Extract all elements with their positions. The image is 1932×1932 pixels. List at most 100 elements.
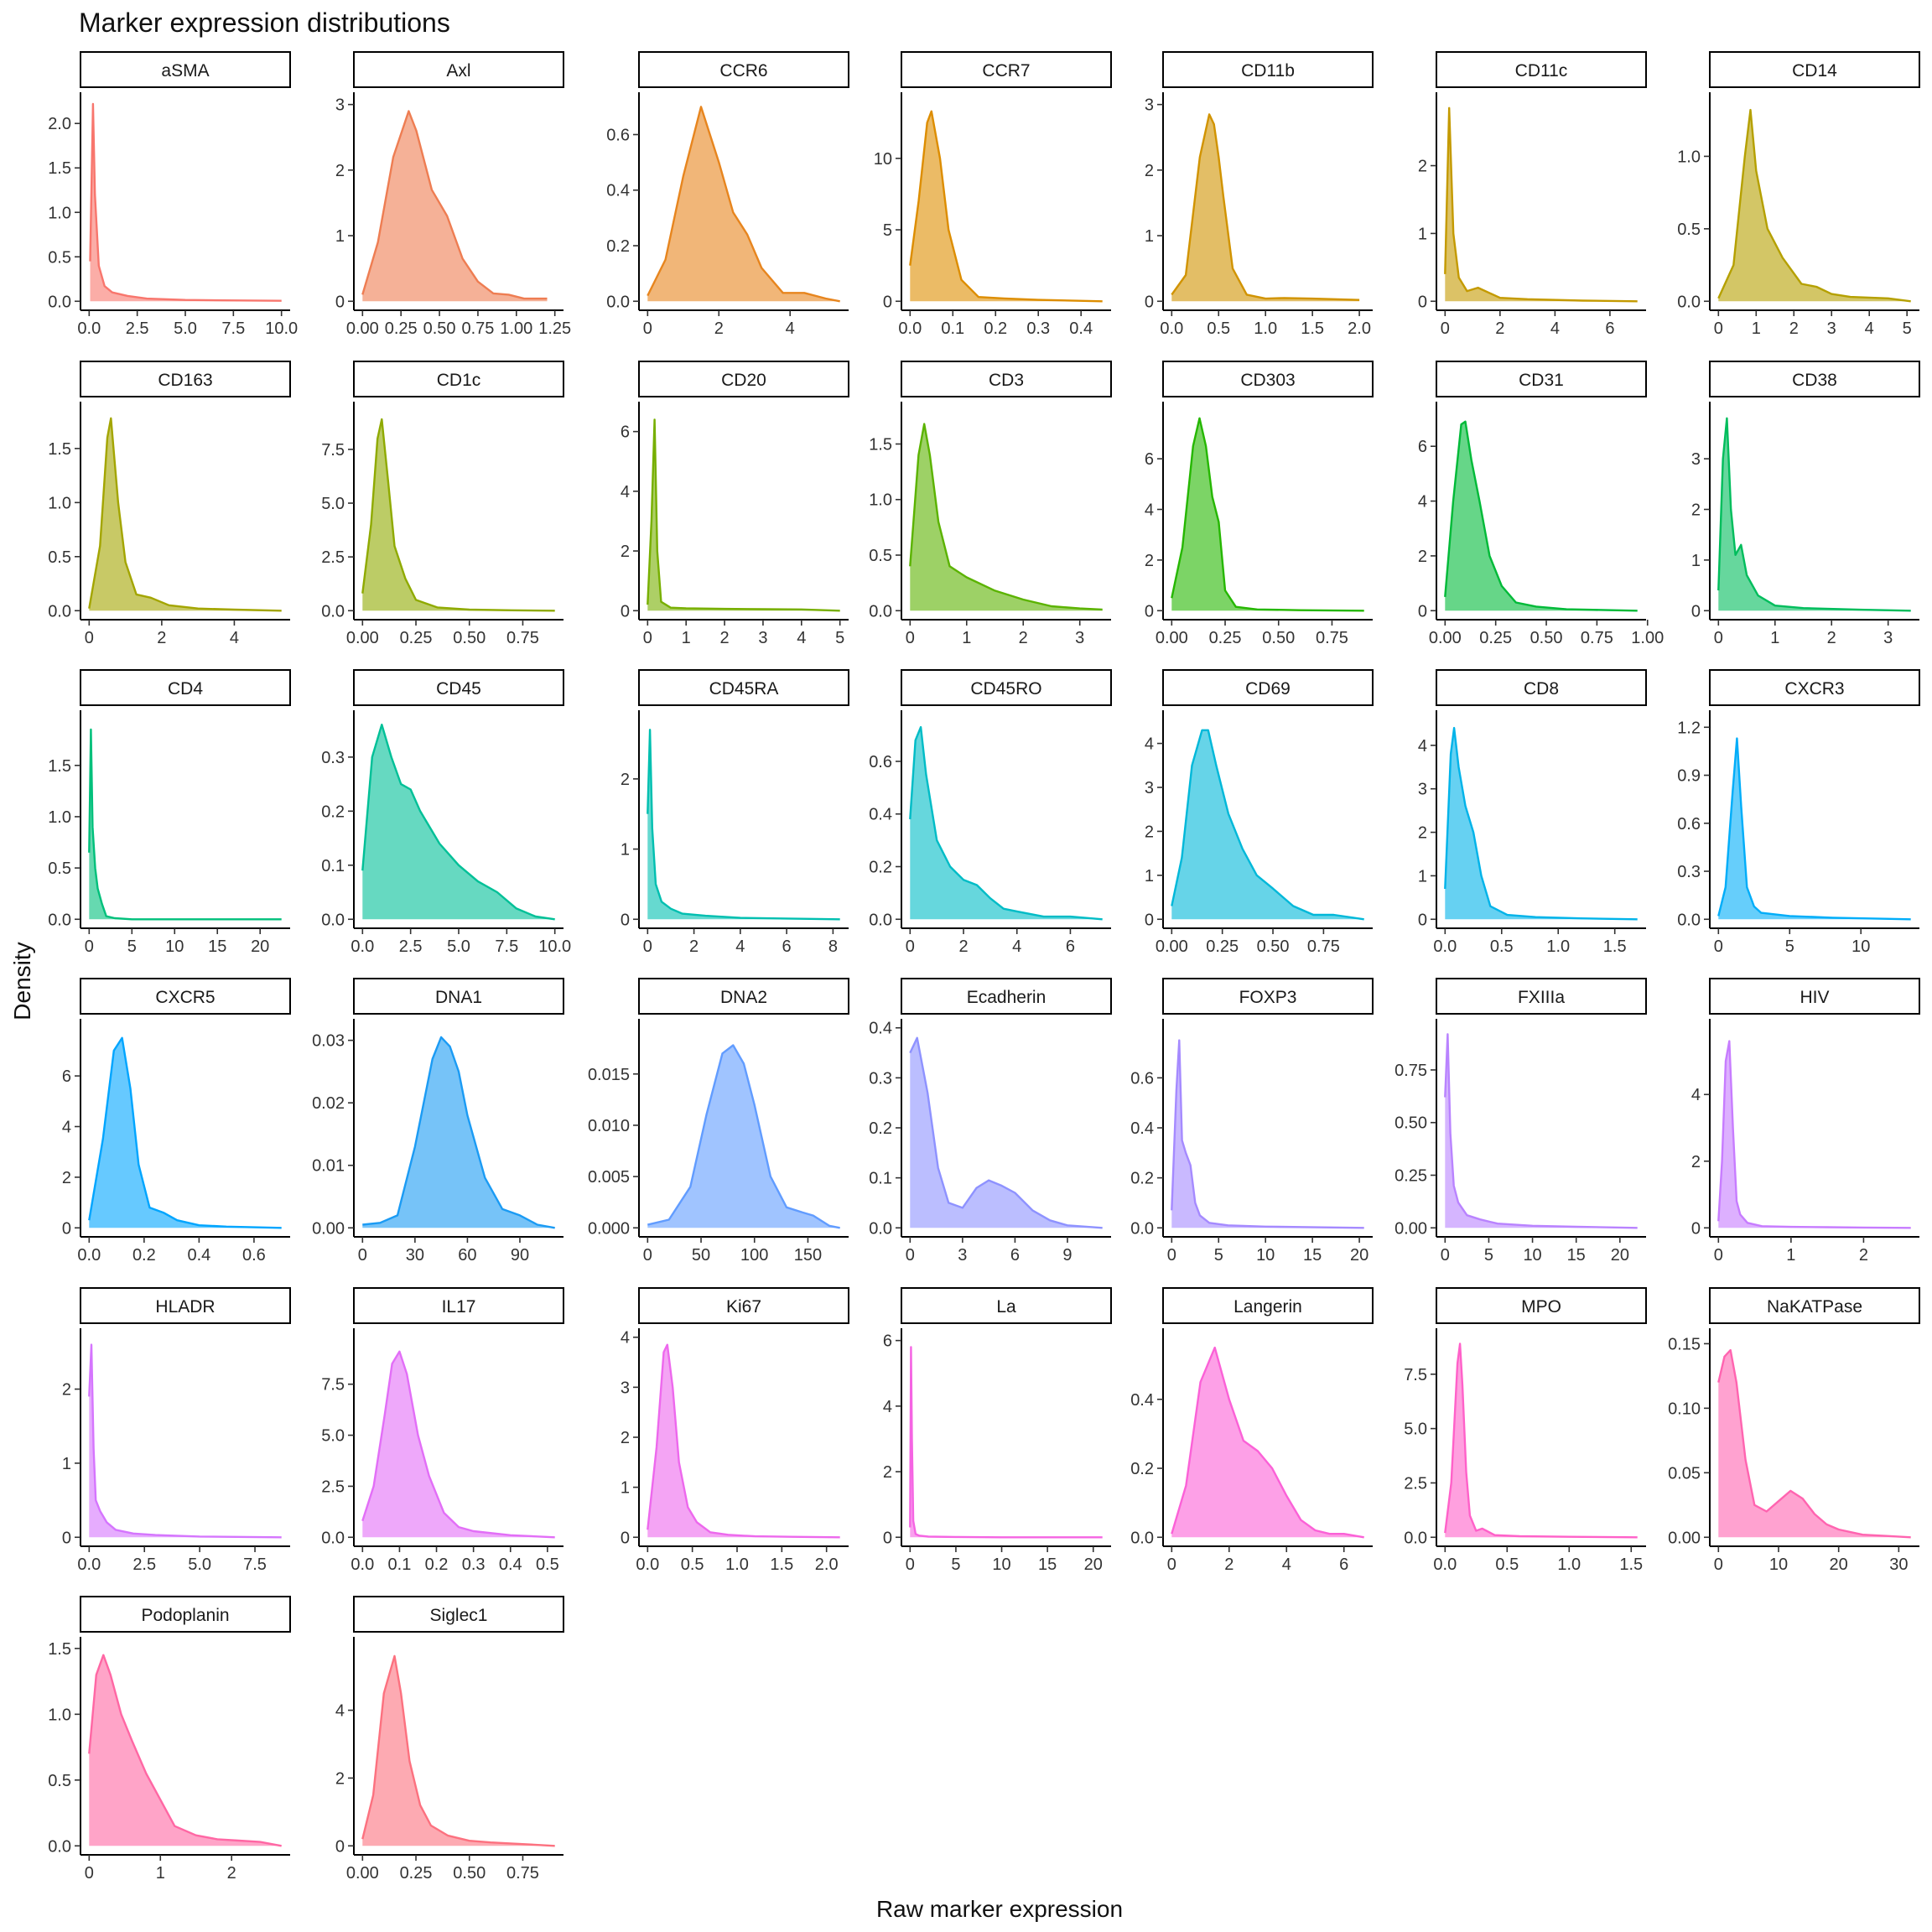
y-tick-label: 1.5 xyxy=(48,1640,71,1659)
x-axis-title: Raw marker expression xyxy=(876,1896,1123,1922)
x-tick-label: 6 xyxy=(782,937,792,956)
x-tick-label: 10 xyxy=(165,937,184,956)
y-tick-label: 0.2 xyxy=(869,1119,892,1138)
x-tick-label: 0 xyxy=(906,629,915,647)
strip-label: Ki67 xyxy=(726,1297,761,1317)
x-tick-label: 0 xyxy=(643,937,652,956)
x-tick-label: 0.00 xyxy=(1429,629,1462,647)
density-line xyxy=(88,1654,282,1847)
y-tick-label: 3 xyxy=(1145,779,1154,797)
x-tick-label: 1 xyxy=(1786,1246,1795,1265)
x-tick-label: 2 xyxy=(714,319,724,338)
x-tick-label: 15 xyxy=(1038,1555,1057,1574)
y-tick-label: 2 xyxy=(335,1769,345,1788)
y-tick-label: 0 xyxy=(1145,293,1154,311)
y-tick-label: 2 xyxy=(621,543,630,561)
x-tick-label: 5 xyxy=(1484,1246,1493,1265)
strip-box xyxy=(80,51,291,88)
y-tick-label: 1 xyxy=(1418,225,1427,243)
x-tick-label: 0.0 xyxy=(351,937,374,956)
density-line xyxy=(1717,108,1911,303)
density-line xyxy=(1171,729,1364,921)
density-area xyxy=(1718,110,1911,302)
x-tick-label: 1.25 xyxy=(538,319,571,338)
strip-label: CD3 xyxy=(989,371,1024,390)
density-line xyxy=(1444,106,1638,303)
strip-label: IL17 xyxy=(442,1297,476,1317)
strip-label: CD1c xyxy=(437,371,481,390)
x-tick-label: 5 xyxy=(127,937,137,956)
panel-fxiiia: FXIIIa 0 5 10 15 20 0.00 0.25 0.50 0.75 xyxy=(1394,978,1647,1265)
x-tick-label: 0.00 xyxy=(346,1864,379,1883)
x-tick-label: 1.00 xyxy=(1631,629,1664,647)
x-tick-label: 0.0 xyxy=(77,319,101,338)
x-tick-label: 0.00 xyxy=(1156,629,1188,647)
x-tick-label: 100 xyxy=(740,1246,768,1265)
x-tick-label: 4 xyxy=(735,937,745,956)
density-area xyxy=(910,1347,1103,1538)
panel-dna1: DNA1 0 30 60 90 0.00 0.01 0.02 0.03 xyxy=(312,978,564,1265)
density-line xyxy=(361,1654,555,1847)
x-tick-label: 150 xyxy=(794,1246,822,1265)
strip-label: HIV xyxy=(1800,988,1829,1007)
x-tick-label: 20 xyxy=(251,937,269,956)
y-tick-label: 1 xyxy=(621,1479,630,1498)
strip-label: HLADR xyxy=(155,1297,215,1317)
strip-label: La xyxy=(996,1297,1016,1317)
x-tick-label: 1.0 xyxy=(1557,1555,1581,1574)
panel-il17: IL17 0.0 0.1 0.2 0.3 0.4 0.5 0.0 2.5 5.0 7.5 xyxy=(321,1287,564,1574)
x-tick-label: 9 xyxy=(1062,1246,1072,1265)
strip-label: DNA1 xyxy=(435,988,482,1007)
x-tick-label: 10 xyxy=(1256,1246,1275,1265)
x-tick-label: 3 xyxy=(758,629,767,647)
x-tick-label: 0.25 xyxy=(1206,937,1239,956)
x-tick-label: 0.75 xyxy=(461,319,494,338)
strip-box xyxy=(1436,361,1647,397)
y-tick-label: 0.4 xyxy=(606,182,630,200)
strip-box xyxy=(1436,1287,1647,1324)
panel-ki67: Ki67 0.0 0.5 1.0 1.5 2.0 0 1 2 3 4 xyxy=(621,1287,849,1574)
strip-box xyxy=(638,51,849,88)
x-tick-label: 30 xyxy=(1889,1555,1908,1574)
strip-label: CD8 xyxy=(1524,679,1559,699)
density-area xyxy=(1445,1034,1638,1228)
x-tick-label: 3 xyxy=(1075,629,1084,647)
density-line xyxy=(647,106,840,303)
y-tick-label: 0.5 xyxy=(48,860,71,878)
x-tick-label: 0.1 xyxy=(941,319,964,338)
density-area xyxy=(362,724,555,920)
x-tick-label: 10 xyxy=(1523,1246,1541,1265)
x-tick-label: 0 xyxy=(1714,937,1723,956)
x-tick-label: 0.0 xyxy=(351,1555,374,1574)
y-tick-label: 6 xyxy=(1145,450,1154,469)
y-tick-label: 0.5 xyxy=(48,1772,71,1790)
strip-box xyxy=(1709,51,1920,88)
x-tick-label: 0.2 xyxy=(984,319,1007,338)
y-tick-label: 2 xyxy=(335,162,345,180)
strip-label: CD45RO xyxy=(970,679,1041,699)
y-tick-label: 0.0 xyxy=(48,911,71,929)
y-tick-label: 1.5 xyxy=(48,159,71,178)
strip-label: FOXP3 xyxy=(1239,988,1297,1007)
strip-label: CD11c xyxy=(1515,61,1568,80)
density-area xyxy=(1445,1343,1638,1538)
strip-label: MPO xyxy=(1521,1297,1561,1317)
density-line xyxy=(361,1350,555,1539)
y-tick-label: 3 xyxy=(1145,96,1154,115)
y-axis-title: Density xyxy=(9,942,35,1020)
x-tick-label: 2 xyxy=(1019,629,1028,647)
y-tick-label: 0.00 xyxy=(1668,1529,1701,1547)
x-tick-label: 5 xyxy=(835,629,844,647)
x-tick-label: 1.5 xyxy=(1603,937,1627,956)
density-area xyxy=(89,418,282,611)
density-area xyxy=(647,106,840,302)
x-tick-label: 6 xyxy=(1339,1555,1348,1574)
x-tick-label: 5 xyxy=(1903,319,1912,338)
x-tick-label: 0.25 xyxy=(400,629,433,647)
y-tick-label: 1.5 xyxy=(869,435,892,454)
x-tick-label: 6 xyxy=(1066,937,1075,956)
y-tick-label: 0.4 xyxy=(1130,1391,1154,1410)
y-tick-label: 0.6 xyxy=(869,753,892,771)
x-tick-label: 0.2 xyxy=(132,1246,156,1265)
strip-label: Podoplanin xyxy=(141,1606,229,1625)
